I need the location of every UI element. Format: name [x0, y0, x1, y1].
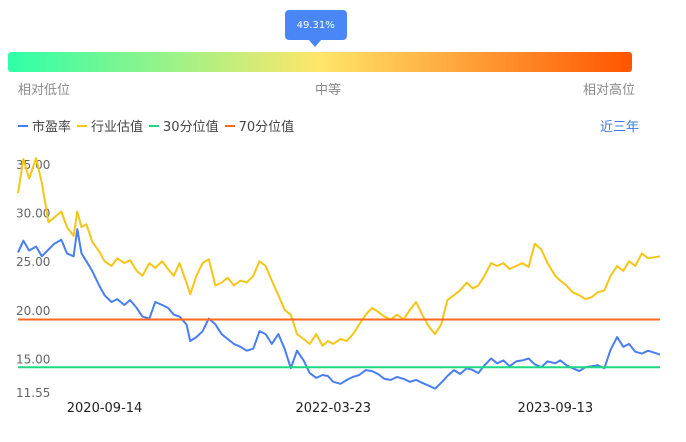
legend-label-p30: 30分位值: [163, 120, 219, 135]
legend-swatch-pe: [18, 124, 28, 127]
legend-item-p70[interactable]: 70分位值: [224, 116, 295, 135]
legend-item-pe[interactable]: 市盈率: [18, 116, 71, 135]
legend-label-p70: 70分位值: [238, 120, 295, 135]
legend-label-industry: 行业估值: [91, 120, 144, 135]
percentile-scale-bar: [8, 52, 632, 72]
x-tick-label: 2020-09-14: [67, 401, 143, 416]
series-line-industry: [17, 157, 661, 347]
y-tick-label: 20.00: [16, 304, 50, 318]
legend-item-industry[interactable]: 行业估值: [77, 116, 143, 135]
legend-item-p30[interactable]: 30分位值: [149, 116, 219, 135]
x-tick-label: 2022-03-23: [295, 401, 371, 416]
y-tick-label: 25.00: [16, 255, 50, 269]
percentile-tooltip: 49.31%: [284, 10, 347, 47]
pe-chart: 35.0030.0025.0020.0015.0011.552020-09-14…: [16, 157, 661, 416]
series-line-pe: [17, 228, 661, 390]
y-tick-label: 15.00: [16, 352, 50, 366]
legend-swatch-p30: [149, 124, 160, 127]
period-selector[interactable]: 近三年: [600, 120, 640, 135]
scale-high-label: 相对高位: [583, 83, 636, 98]
y-tick-label: 11.55: [16, 386, 50, 400]
chart-legend: 市盈率 行业估值 30分位值 70分位值: [18, 116, 300, 135]
x-tick-label: 2023-09-13: [518, 401, 594, 416]
y-tick-label: 30.00: [16, 207, 50, 221]
scale-low-label: 相对低位: [18, 83, 71, 98]
percentile-value: 49.31%: [296, 19, 335, 31]
legend-swatch-p70: [224, 124, 235, 127]
scale-mid-label: 中等: [315, 83, 342, 98]
legend-label-pe: 市盈率: [32, 120, 72, 135]
legend-swatch-industry: [77, 124, 88, 127]
